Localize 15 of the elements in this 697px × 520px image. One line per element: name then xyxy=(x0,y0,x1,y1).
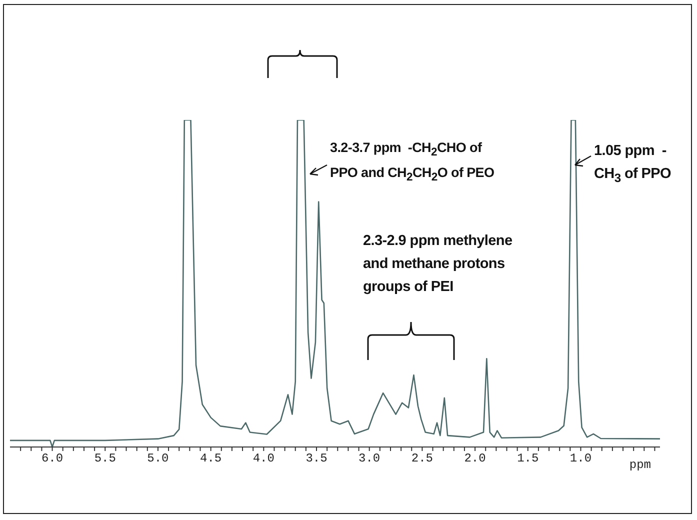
annotation: 2.3-2.9 ppm methylene and methane protons groups of PEI xyxy=(363,232,514,297)
x-tick-label: 1.0 xyxy=(570,452,592,466)
x-tick-label: 3.5 xyxy=(306,452,328,466)
x-tick-label: 5.0 xyxy=(147,452,169,466)
x-axis-title: ppm xyxy=(629,458,651,472)
x-tick-label: 2.0 xyxy=(464,452,486,466)
x-tick-label: 3.0 xyxy=(358,452,380,466)
x-tick-label: 5.5 xyxy=(94,452,116,466)
x-tick-label: 4.0 xyxy=(252,452,274,466)
text: 3.2-3.7 ppm -CH$_{2}$CHO of PPO and CH$_{2}$CH$_{2}$O of PEO xyxy=(330,140,494,184)
x-tick-label: 1.5 xyxy=(517,452,539,466)
x-tick-label: 4.5 xyxy=(200,452,222,466)
x-tick-label: 6.0 xyxy=(41,452,64,466)
x-tick-label: 2.5 xyxy=(411,452,433,466)
annotation: 1.05 ppm - CH$_{3}$ of PPO xyxy=(594,142,672,187)
